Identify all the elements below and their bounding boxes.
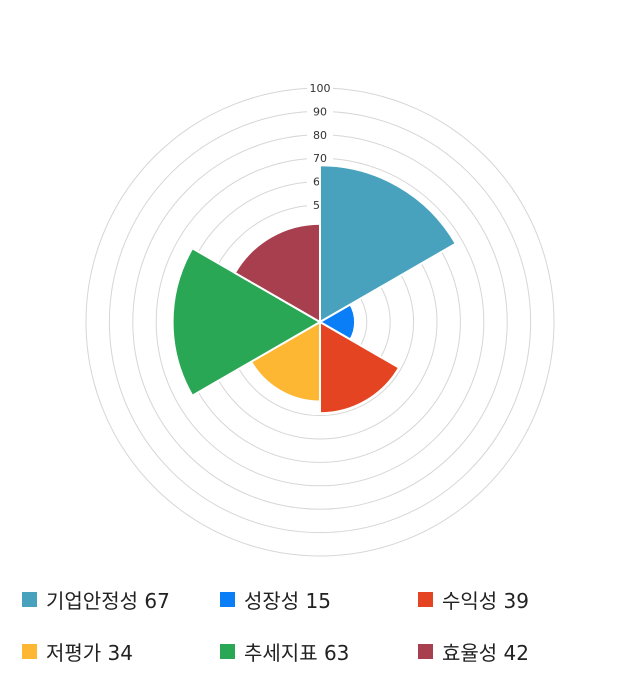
tick-label-bg	[307, 81, 333, 95]
legend-label: 저평가 34	[46, 641, 134, 665]
slice-6[interactable]	[233, 222, 321, 324]
legend-label: 성장성 15	[244, 589, 332, 613]
legend-swatch	[220, 592, 235, 607]
slice-4[interactable]	[249, 320, 321, 403]
legend-swatch	[22, 644, 37, 659]
slice-3[interactable]	[319, 320, 401, 415]
legend-label: 추세지표 63	[244, 641, 350, 665]
slice-1[interactable]	[319, 164, 458, 324]
tick-label-bg	[307, 127, 333, 142]
tick-label: 80	[313, 129, 327, 142]
legend-item[interactable]: 수익성 39	[418, 585, 529, 614]
tick-label: 70	[313, 152, 327, 165]
tick-label-bg	[307, 151, 333, 166]
legend-swatch	[418, 592, 433, 607]
legend-label: 기업안정성 67	[46, 589, 170, 613]
slice-5[interactable]	[171, 246, 322, 398]
legend-item[interactable]: 효율성 42	[418, 637, 529, 666]
legend-swatch	[220, 644, 235, 659]
legend-item[interactable]: 추세지표 63	[220, 637, 349, 666]
polar-area-chart: 102030405060708090100	[85, 81, 555, 557]
legend-label: 수익성 39	[442, 589, 530, 613]
tick-label: 100	[310, 82, 331, 95]
legend-item[interactable]: 성장성 15	[220, 585, 331, 614]
tick-label: 90	[313, 105, 327, 118]
legend-item[interactable]: 기업안정성 67	[22, 585, 170, 614]
legend-swatch	[418, 644, 433, 659]
tick-label-bg	[307, 104, 333, 119]
legend-swatch	[22, 592, 37, 607]
legend-item[interactable]: 저평가 34	[22, 637, 133, 666]
legend-label: 효율성 42	[442, 641, 530, 665]
